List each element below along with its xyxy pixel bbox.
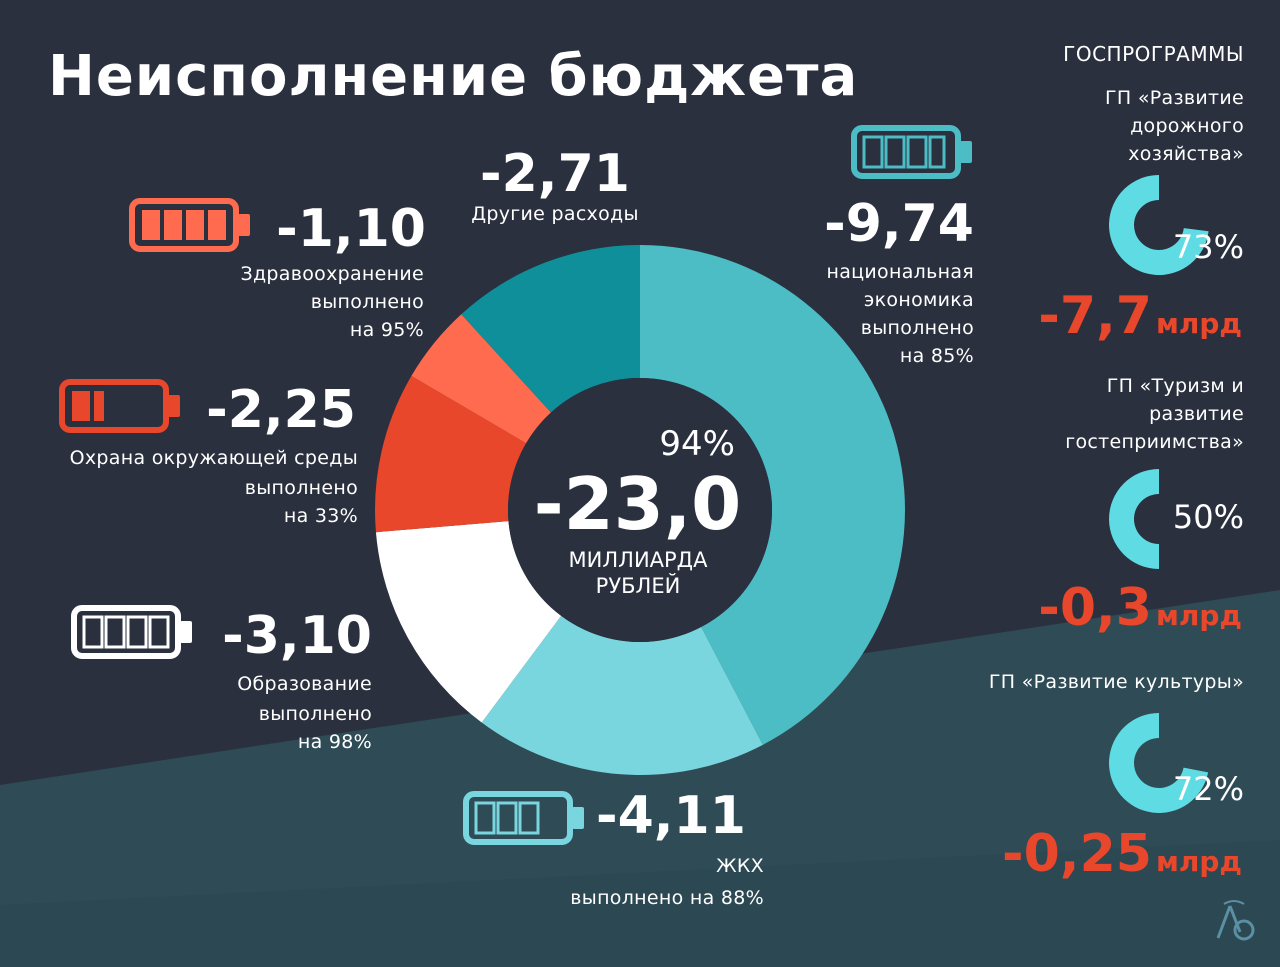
center-unit-line1: МИЛЛИАРДА: [568, 548, 708, 572]
program-2-name-line1: ГП «Туризм и: [1106, 375, 1244, 397]
donut-slice-0: [640, 245, 905, 745]
program-1-name-line1: ГП «Развитие: [1105, 87, 1244, 109]
center-unit-line2: РУБЛЕЙ: [595, 574, 681, 598]
environment-status: выполнено: [244, 477, 358, 499]
gauge-arc: [1109, 713, 1209, 813]
health-value: -1,10: [276, 199, 426, 259]
center-total-value: -23,0: [533, 462, 742, 546]
program-3-unit: млрд: [1155, 845, 1242, 878]
program-2-value: -0,3 млрд: [980, 582, 1242, 634]
donut-slice-4: [411, 314, 551, 444]
program-1-name-line2: дорожного: [1130, 115, 1244, 137]
program-3-value: -0,25 млрд: [960, 828, 1242, 880]
battery-high-icon: [851, 125, 972, 179]
program-2-percent: 50%: [1172, 498, 1244, 536]
economy-label-line2: экономика: [863, 289, 974, 311]
program-2-value-number: -0,3: [1038, 578, 1152, 638]
donut-chart: [375, 245, 905, 775]
program-2-name-line3: гостеприимства»: [1065, 431, 1244, 453]
other-value: -2,71: [480, 144, 630, 204]
program-3-percent: 72%: [1172, 770, 1244, 808]
economy-percent: на 85%: [899, 345, 974, 367]
program-1-unit: млрд: [1155, 307, 1242, 340]
battery-full-icon: [71, 605, 192, 659]
program-3-name: ГП «Развитие культуры»: [988, 671, 1244, 693]
battery-low-icon: [59, 379, 180, 433]
education-value: -3,10: [222, 606, 372, 666]
program-3-gauge: [1109, 713, 1209, 813]
education-label: Образование: [237, 673, 372, 695]
program-1-name-line3: хозяйства»: [1128, 143, 1244, 165]
health-status: выполнено: [310, 291, 424, 313]
donut-slice-1: [481, 615, 763, 775]
center-percent: 94%: [659, 424, 735, 464]
health-percent: на 95%: [349, 319, 424, 341]
program-1-value: -7,7 млрд: [980, 290, 1242, 342]
program-1-percent: 73%: [1172, 228, 1244, 266]
battery-medium-icon: [463, 791, 584, 845]
battery-full-icon: [129, 198, 250, 252]
housing-status: выполнено на 88%: [570, 887, 764, 909]
gauge-arc: [1109, 469, 1159, 569]
gauge-arc: [1109, 175, 1209, 275]
economy-value: -9,74: [824, 194, 974, 254]
economy-label-line1: национальная: [826, 261, 974, 283]
donut-hole: [508, 378, 772, 642]
economy-status: выполнено: [860, 317, 974, 339]
program-3-value-number: -0,25: [1002, 824, 1152, 884]
donut-slice-3: [375, 375, 527, 533]
environment-percent: на 33%: [283, 505, 358, 527]
education-status: выполнено: [258, 703, 372, 725]
program-2-name-line2: развитие: [1149, 403, 1244, 425]
donut-slice-5: [461, 245, 640, 413]
housing-value: -4,11: [596, 786, 746, 846]
health-label: Здравоохранение: [240, 263, 424, 285]
housing-label: ЖКХ: [716, 855, 764, 877]
environment-label: Охрана окружающей среды: [69, 447, 358, 469]
donut-slice-2: [375, 521, 562, 723]
logo-icon: [1216, 900, 1255, 941]
education-percent: на 98%: [297, 731, 372, 753]
other-label: Другие расходы: [471, 203, 639, 225]
program-2-gauge: [1109, 469, 1159, 569]
program-1-gauge: [1109, 175, 1209, 275]
program-2-unit: млрд: [1155, 599, 1242, 632]
program-1-value-number: -7,7: [1038, 286, 1152, 346]
programs-header: ГОСПРОГРАММЫ: [1063, 42, 1244, 66]
environment-value: -2,25: [206, 380, 356, 440]
page-title: Неисполнение бюджета: [48, 44, 859, 109]
